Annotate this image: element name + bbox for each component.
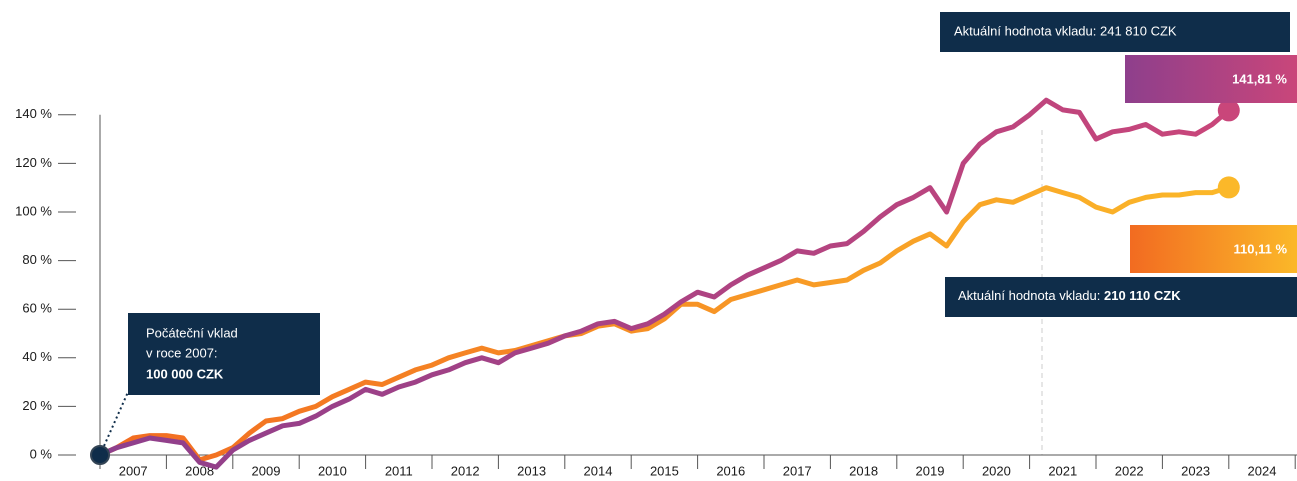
annotation-box (128, 313, 320, 395)
x-tick-label: 2008 (185, 463, 214, 478)
annotation: 100 000 CZK (146, 366, 224, 381)
end-label-box (1125, 55, 1297, 103)
x-tick-label: 2013 (517, 463, 546, 478)
y-tick-label: 60 % (22, 301, 52, 316)
end-label: 110,11 % (1234, 241, 1288, 256)
x-tick-label: 2020 (982, 463, 1011, 478)
plot: 0 % 20 % 40 % 60 % 80 % 100 % 120 % 140 % 2007 20… (15, 97, 1297, 478)
annotation: Aktuální hodnota vkladu: 210 110 CZK (958, 288, 1181, 303)
y-tick-label: 0 % (30, 446, 53, 461)
line-series (98, 185, 1230, 463)
x-tick-label: 2021 (1048, 463, 1077, 478)
x-tick-label: 2012 (451, 463, 480, 478)
line-series (98, 97, 1231, 470)
end-label-box (1130, 225, 1297, 273)
annotation: Aktuální hodnota vkladu: 241 810 CZK (954, 23, 1177, 38)
annotation: Počáteční vklad (146, 325, 238, 340)
x-tick-label: 2022 (1115, 463, 1144, 478)
annotation-box (940, 12, 1290, 52)
connector (99, 391, 129, 456)
x-tick-label: 2010 (318, 463, 347, 478)
y-tick-label: 140 % (15, 106, 52, 121)
x-tick-label: 2011 (385, 463, 413, 478)
x-tick-label: 2009 (252, 463, 281, 478)
end-label: 141,81 % (1232, 71, 1287, 86)
annotation-value: 210 110 CZK (1104, 288, 1181, 303)
annotation-box (945, 277, 1297, 317)
y-tick-label: 100 % (15, 203, 52, 218)
x-tick-label: 2019 (916, 463, 945, 478)
y-tick-label: 40 % (22, 349, 52, 364)
y-tick-label: 120 % (15, 155, 52, 170)
annotation-label: Aktuální hodnota vkladu: (958, 288, 1104, 303)
end-dot (1217, 176, 1240, 199)
end-dot (1217, 99, 1240, 122)
x-tick-label: 2014 (584, 463, 613, 478)
annotation: v roce 2007: (146, 345, 218, 360)
x-tick-label: 2017 (783, 463, 812, 478)
x-tick-label: 2018 (849, 463, 878, 478)
x-tick-label: 2007 (119, 463, 148, 478)
x-tick-label: 2015 (650, 463, 679, 478)
y-tick-label: 20 % (22, 398, 52, 413)
x-tick-label: 2024 (1248, 463, 1277, 478)
x-tick-label: 2023 (1181, 463, 1210, 478)
y-tick-label: 80 % (22, 252, 52, 267)
x-tick-label: 2016 (716, 463, 745, 478)
